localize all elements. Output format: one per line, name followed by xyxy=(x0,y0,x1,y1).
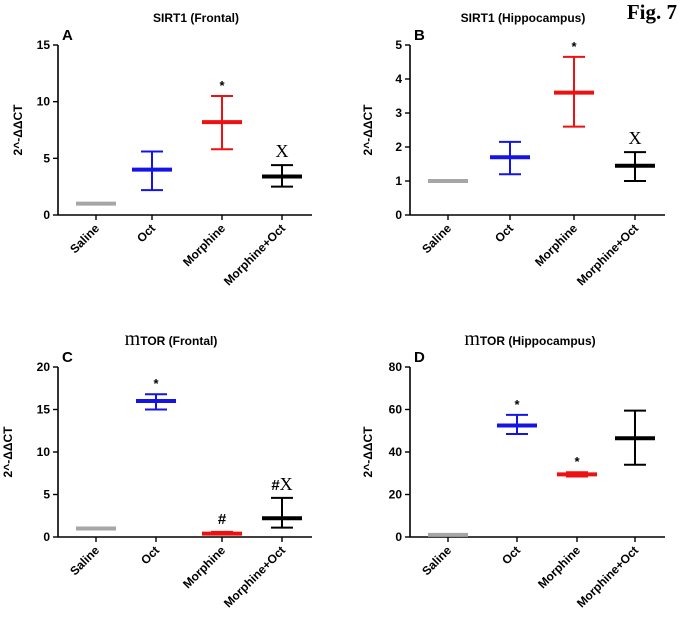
y-tick-label: 10 xyxy=(37,445,51,459)
panel-letter: B xyxy=(414,27,425,44)
significance-symbol: * xyxy=(574,454,580,469)
chart-title-text: TOR (Hippocampus) xyxy=(480,334,596,348)
chart-title-prefix: m xyxy=(125,328,141,350)
panel-c: mTOR (Frontal) C 0 5 10 15 20 2^-ΔΔCT Saline Oct *… xyxy=(1,328,312,610)
panel-letter: C xyxy=(62,349,73,366)
y-tick-label: 5 xyxy=(395,38,402,52)
x-tick-label: Morphine+Oct xyxy=(574,221,641,288)
x-tick-label: Oct xyxy=(492,221,516,245)
y-tick-label: 0 xyxy=(395,530,402,544)
x-tick-label: Morphine+Oct xyxy=(574,543,641,610)
x-tick-label: Saline xyxy=(67,221,102,256)
significance-symbol: # xyxy=(218,511,227,528)
x-tick-label: Oct xyxy=(134,221,158,245)
significance-label: * xyxy=(571,39,577,54)
y-tick-label: 5 xyxy=(43,488,50,502)
significance-label: * xyxy=(219,78,225,93)
panel-letter: A xyxy=(62,27,73,44)
chart-title-text: SIRT1 (Hippocampus) xyxy=(461,11,586,25)
y-tick-label: 0 xyxy=(43,208,50,222)
y-tick-label: 0 xyxy=(43,530,50,544)
y-tick-label: 3 xyxy=(395,106,402,120)
y-tick-label: 2 xyxy=(395,140,402,154)
y-tick-label: 10 xyxy=(37,95,51,109)
x-tick-label: Morphine xyxy=(535,543,583,591)
y-axis-label: 2^-ΔΔCT xyxy=(1,426,15,478)
x-tick-label: Saline xyxy=(419,543,454,578)
y-tick-label: 15 xyxy=(37,38,51,52)
errorbar-morphine xyxy=(202,95,242,151)
errorbar-morphine-oct xyxy=(615,151,655,182)
x-tick-label: Saline xyxy=(67,543,102,578)
significance-symbol: X xyxy=(280,474,293,494)
errorbar-oct xyxy=(132,150,172,192)
y-tick-label: 4 xyxy=(395,72,402,86)
significance-symbol: * xyxy=(571,39,577,54)
significance-symbol: * xyxy=(219,78,225,93)
significance-label: X xyxy=(629,128,642,148)
chart-title-prefix: m xyxy=(464,328,480,350)
significance-symbol: # xyxy=(271,477,280,494)
chart-title: SIRT1 (Hippocampus) xyxy=(461,11,586,25)
x-tick-label: Morphine+Oct xyxy=(221,543,288,610)
chart-title: mTOR (Frontal) xyxy=(125,328,218,350)
significance-symbol: X xyxy=(276,141,289,161)
errorbar-morphine xyxy=(202,530,242,536)
y-tick-label: 0 xyxy=(395,208,402,222)
y-axis-label: 2^-ΔΔCT xyxy=(361,426,375,478)
figure-label: Fig. 7 xyxy=(626,0,677,24)
y-tick-label: 40 xyxy=(389,445,403,459)
x-tick-label: Morphine+Oct xyxy=(221,221,288,288)
chart-title-text: SIRT1 (Frontal) xyxy=(153,11,239,25)
significance-label: * xyxy=(514,397,520,412)
chart-title: SIRT1 (Frontal) xyxy=(153,11,239,25)
errorbar-morphine xyxy=(557,471,597,478)
y-tick-label: 20 xyxy=(389,488,403,502)
panel-d: mTOR (Hippocampus) D 0 20 40 60 80 2^-ΔΔCT Salin… xyxy=(361,328,665,610)
y-tick-label: 1 xyxy=(395,174,402,188)
y-axis-label: 2^-ΔΔCT xyxy=(361,104,375,156)
significance-label: X xyxy=(276,141,289,161)
y-tick-label: 5 xyxy=(43,151,50,165)
significance-label: # xyxy=(218,511,227,528)
y-tick-label: 60 xyxy=(389,403,403,417)
errorbar-oct xyxy=(497,413,537,435)
errorbar-oct xyxy=(490,140,530,176)
chart-title-text: TOR (Frontal) xyxy=(140,334,217,348)
x-tick-label: Morphine xyxy=(180,221,228,269)
x-tick-label: Oct xyxy=(499,543,523,567)
y-tick-label: 15 xyxy=(37,403,51,417)
y-axis-label: 2^-ΔΔCT xyxy=(11,104,25,156)
errorbar-morphine xyxy=(554,55,594,128)
significance-label: * xyxy=(153,376,159,391)
panel-a: SIRT1 (Frontal) A 0 5 10 15 2^-ΔΔCT Saline Oct Mo… xyxy=(11,11,312,288)
significance-symbol: X xyxy=(629,128,642,148)
x-tick-label: Morphine xyxy=(180,543,228,591)
x-tick-label: Morphine xyxy=(532,221,580,269)
significance-label: #X xyxy=(271,474,292,494)
errorbar-oct xyxy=(136,393,176,411)
significance-symbol: * xyxy=(153,376,159,391)
errorbar-morphine-oct xyxy=(262,164,302,188)
x-tick-label: Oct xyxy=(138,543,162,567)
y-tick-label: 80 xyxy=(389,360,403,374)
errorbar-morphine-oct xyxy=(615,409,655,466)
panel-b: SIRT1 (Hippocampus) B 0 1 2 3 4 5 2^-ΔΔCT Saline O… xyxy=(361,11,665,288)
significance-label: * xyxy=(574,454,580,469)
significance-symbol: * xyxy=(514,397,520,412)
errorbar-morphine-oct xyxy=(262,496,302,529)
y-tick-label: 20 xyxy=(37,360,51,374)
x-tick-label: Saline xyxy=(419,221,454,256)
panel-letter: D xyxy=(414,349,425,366)
chart-title: mTOR (Hippocampus) xyxy=(464,328,595,350)
